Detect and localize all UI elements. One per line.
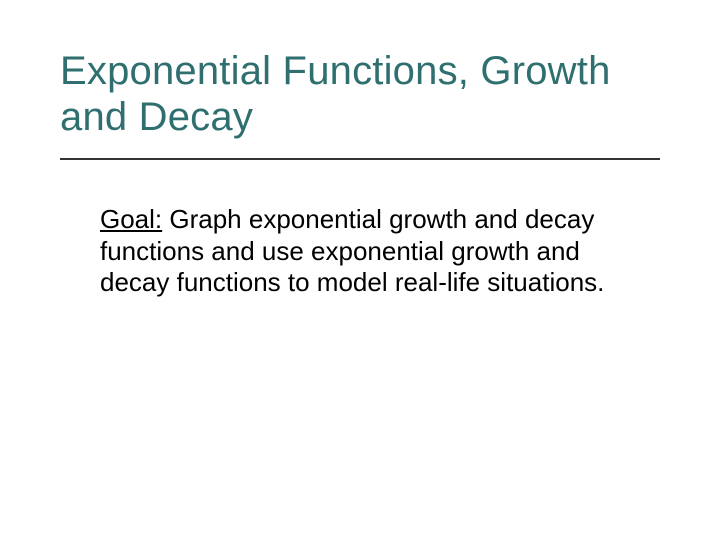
goal-paragraph: Goal: Graph exponential growth and decay… [100, 204, 620, 299]
goal-text: Graph exponential growth and decay funct… [100, 204, 604, 297]
goal-label: Goal: [100, 204, 162, 234]
body-wrap: Goal: Graph exponential growth and decay… [60, 204, 660, 299]
title-underline-rule [60, 158, 660, 160]
slide-container: Exponential Functions, Growth and Decay … [0, 0, 720, 540]
slide-title: Exponential Functions, Growth and Decay [60, 48, 660, 140]
